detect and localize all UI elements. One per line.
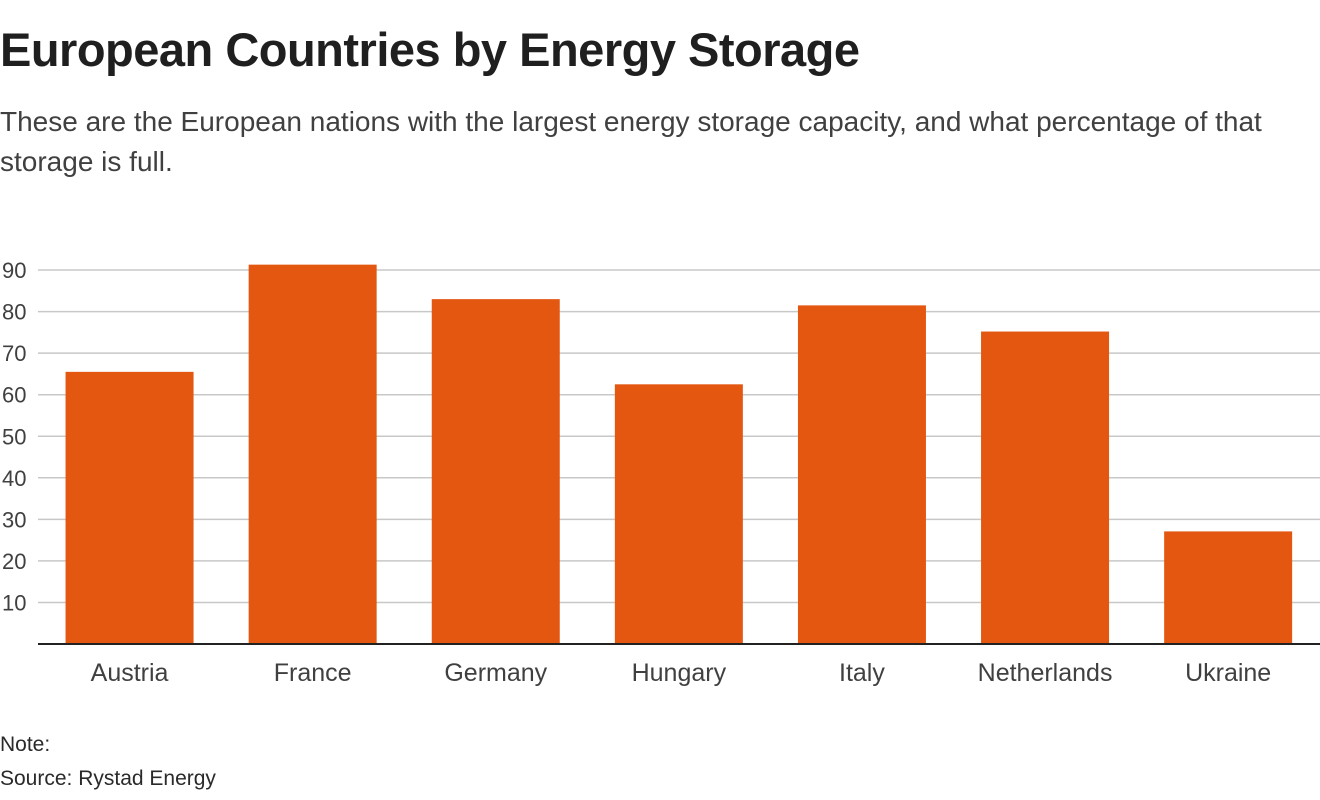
bar-netherlands [981,331,1110,644]
chart-source: Source: Rystad Energy [0,767,216,790]
x-tick-label-netherlands: Netherlands [978,659,1113,687]
bar-italy [797,305,926,644]
bar-germany [431,299,560,644]
chart-title: European Countries by Energy Storage [0,23,860,76]
bar-hungary [614,384,743,644]
chart-note: Note: [0,733,51,756]
y-tick-label: 80 [2,300,26,325]
bar-austria [65,371,194,644]
y-axis-ticks: 10 20 30 40 50 60 70 80 90 [2,258,26,615]
bar-ukraine [1164,531,1293,644]
x-tick-label-italy: Italy [839,659,885,687]
y-tick-label: 40 [2,466,26,491]
bar-chart-svg: 10 20 30 40 50 60 70 80 90 Austria France Germany H… [2,258,1320,687]
chart-subtitle: These are the European nations with the … [0,106,1262,177]
bar-chart: 10 20 30 40 50 60 70 80 90 Austria France Germany H… [0,240,1320,700]
y-tick-label: 90 [2,258,26,283]
y-tick-label: 30 [2,507,26,532]
x-tick-label-france: France [274,659,352,687]
y-tick-label: 10 [2,590,26,615]
x-tick-label-hungary: Hungary [632,659,727,687]
y-tick-label: 20 [2,549,26,574]
x-tick-label-ukraine: Ukraine [1185,659,1271,687]
x-tick-label-germany: Germany [444,659,547,687]
x-axis-ticks: Austria France Germany Hungary Italy Netherla… [91,659,1272,687]
bar-france [248,264,377,644]
y-tick-label: 60 [2,383,26,408]
y-tick-label: 50 [2,424,26,449]
bars [65,264,1293,644]
x-tick-label-austria: Austria [91,659,169,687]
y-tick-label: 70 [2,341,26,366]
